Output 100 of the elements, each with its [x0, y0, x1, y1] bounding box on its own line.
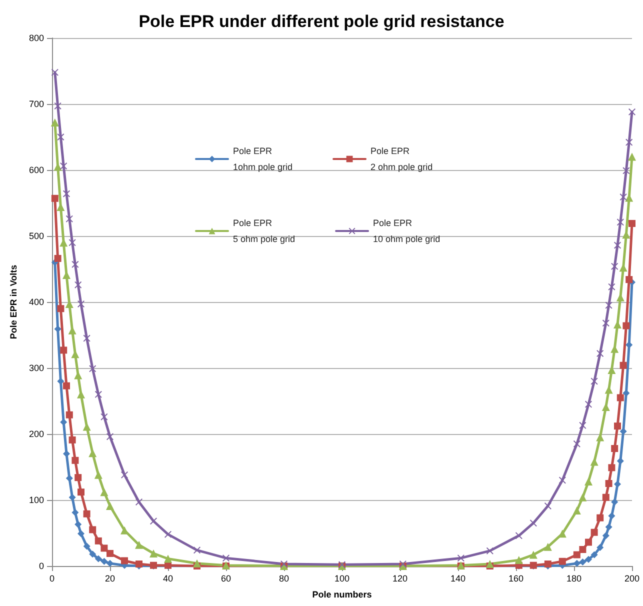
point — [590, 551, 598, 558]
chart-title: Pole EPR under different pole grid resistance — [138, 12, 504, 31]
point — [608, 283, 616, 290]
point — [602, 532, 610, 540]
point — [596, 514, 604, 522]
point — [222, 554, 230, 562]
point — [57, 305, 64, 312]
point — [585, 538, 592, 546]
point — [628, 220, 636, 227]
point — [194, 546, 200, 554]
point — [486, 547, 494, 554]
point — [100, 488, 108, 496]
y-tick-label: 0 — [38, 561, 44, 571]
point — [530, 520, 537, 527]
point — [106, 560, 114, 567]
x-tick-label: 120 — [392, 574, 408, 584]
point — [514, 556, 523, 564]
point — [72, 260, 79, 268]
legend-label: Pole EPR 5 ohm pole grid — [233, 218, 296, 244]
x-tick-label: 0 — [49, 574, 55, 584]
point — [616, 458, 624, 465]
point — [515, 532, 522, 540]
x-tick-label: 40 — [162, 574, 174, 584]
point — [51, 68, 58, 76]
point — [57, 134, 64, 140]
point — [611, 498, 618, 506]
point — [94, 537, 102, 544]
point — [89, 365, 96, 372]
point — [66, 411, 73, 418]
point — [164, 554, 172, 563]
point — [164, 530, 172, 538]
legend-label: Pole EPR 10 ohm pole grid — [373, 218, 440, 244]
point — [54, 254, 62, 262]
point — [66, 215, 73, 222]
point — [78, 300, 84, 308]
y-tick-label: 100 — [28, 495, 44, 505]
point — [529, 550, 538, 559]
point — [626, 138, 633, 146]
point — [193, 559, 201, 568]
point — [579, 558, 586, 566]
point — [66, 474, 73, 482]
point — [63, 450, 70, 458]
legend-label: Pole EPR 1ohm pole grid — [233, 146, 293, 172]
point — [89, 550, 96, 558]
point — [608, 512, 616, 520]
point — [602, 494, 610, 501]
point — [611, 262, 618, 270]
point — [121, 557, 128, 564]
point — [573, 560, 580, 567]
x-tick-label: 200 — [624, 574, 640, 584]
point — [628, 152, 636, 161]
y-tick-label: 800 — [28, 33, 44, 43]
point — [622, 390, 630, 397]
point — [596, 544, 604, 552]
y-tick-label: 600 — [28, 165, 44, 175]
point — [100, 413, 108, 420]
point — [72, 509, 79, 516]
point — [50, 118, 59, 126]
point — [100, 558, 108, 565]
point — [590, 378, 598, 385]
point — [78, 530, 84, 538]
point — [616, 218, 624, 226]
point — [106, 502, 114, 510]
x-tick-label: 60 — [220, 574, 232, 584]
point — [622, 322, 630, 330]
point — [590, 528, 598, 536]
x-tick-label: 80 — [278, 574, 290, 584]
point — [74, 520, 82, 528]
y-tick-label: 400 — [28, 297, 44, 307]
x-tick-label: 160 — [508, 574, 524, 584]
point — [457, 554, 464, 562]
point — [135, 540, 143, 549]
point — [544, 502, 552, 510]
y-axis-title: Pole EPR in Volts — [8, 264, 19, 340]
point — [83, 334, 90, 342]
y-tick-label: 500 — [28, 231, 44, 241]
point — [150, 549, 158, 558]
point — [83, 542, 90, 550]
point — [68, 436, 76, 444]
point — [573, 551, 580, 558]
point — [94, 390, 102, 398]
point — [74, 474, 82, 482]
point — [60, 418, 68, 426]
point — [608, 464, 616, 472]
point — [72, 456, 79, 464]
point — [54, 102, 62, 110]
point — [573, 440, 580, 448]
point — [88, 449, 97, 458]
point — [616, 394, 624, 402]
point — [558, 558, 566, 565]
point — [544, 542, 552, 551]
point — [605, 480, 612, 487]
point — [596, 350, 604, 357]
point — [626, 276, 633, 284]
point — [68, 239, 76, 246]
point — [78, 488, 84, 496]
point — [63, 382, 70, 390]
x-tick-label: 180 — [566, 574, 582, 584]
legend-label: Pole EPR 2 ohm pole grid — [370, 146, 433, 172]
x-tick-label: 140 — [450, 574, 466, 584]
